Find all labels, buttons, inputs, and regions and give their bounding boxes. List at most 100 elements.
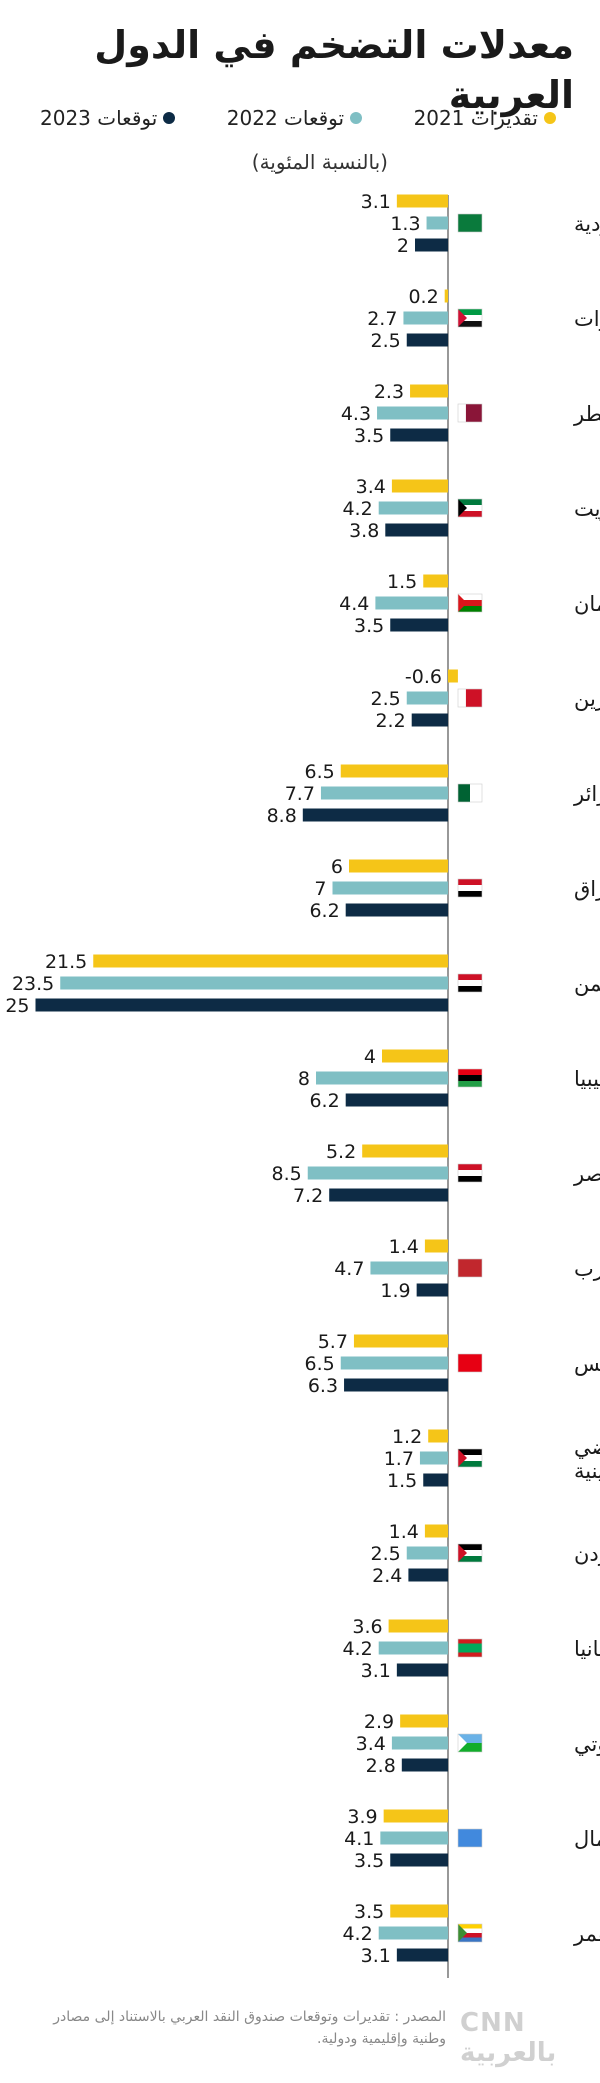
country-label-11: المغرب — [574, 1257, 600, 1281]
country-label-7: العراق — [574, 877, 600, 901]
value-label-18-0: 3.5 — [354, 1901, 384, 1923]
chart-title: معدلات التضخم في الدول العربية — [94, 23, 574, 117]
value-label-15-1: 4.2 — [342, 1638, 372, 1660]
flag-stripe-7-0 — [458, 879, 482, 885]
flag-stripe-9-2 — [458, 1081, 482, 1087]
flag-stripe-8-0 — [458, 974, 482, 980]
flag-stripe-10-1 — [458, 1170, 482, 1176]
value-label-14-2: 2.4 — [372, 1565, 402, 1587]
legend-dot-2022 — [350, 112, 363, 124]
value-label-0-2: 2 — [397, 235, 409, 257]
flag-stripe-18-3 — [458, 1937, 482, 1942]
flag-icon-18 — [457, 1923, 483, 1943]
value-label-13-2: 1.5 — [387, 1470, 417, 1492]
value-label-4-0: 1.5 — [387, 571, 417, 593]
flag-stripe-16-1 — [458, 1743, 482, 1752]
flag-stripe-10-0 — [458, 1164, 482, 1170]
flag-stripe-15-3 — [458, 1652, 482, 1657]
bar-1-0 — [444, 289, 448, 303]
flag-icon-1 — [457, 308, 483, 328]
flag-icon-4 — [457, 593, 483, 613]
flag-icon-16 — [457, 1733, 483, 1753]
country-label-5: البحرين — [574, 687, 600, 711]
bar-1-2 — [406, 333, 448, 347]
legend-label-2023: توقعات 2023 — [40, 106, 158, 130]
value-label-15-2: 3.1 — [361, 1660, 391, 1682]
flag-stripe-15-0 — [458, 1639, 482, 1644]
value-label-6-1: 7.7 — [285, 783, 315, 805]
flag-stripe-3-0 — [458, 499, 482, 505]
flag-icon-17 — [457, 1828, 483, 1848]
flag-border-9 — [457, 1068, 483, 1088]
bar-17-2 — [390, 1853, 448, 1867]
flag-stripe-7-2 — [458, 891, 482, 897]
bar-13-1 — [419, 1451, 448, 1465]
country-label-3: الكويت — [574, 497, 600, 521]
country-label-2: قطر — [573, 402, 600, 426]
bar-17-0 — [383, 1809, 448, 1823]
flag-stripe-15-1 — [458, 1643, 482, 1648]
flag-stripe-3-2 — [458, 511, 482, 517]
flag-stripe-1-2 — [458, 321, 482, 327]
bar-6-0 — [340, 764, 448, 778]
flag-stripe-10-2 — [458, 1176, 482, 1182]
flag-stripe-9-0 — [458, 1069, 482, 1075]
bar-1-1 — [403, 311, 448, 325]
value-label-4-1: 4.4 — [339, 593, 369, 615]
value-label-7-2: 6.2 — [309, 900, 339, 922]
bar-12-2 — [344, 1378, 448, 1392]
bar-4-1 — [375, 596, 448, 610]
flag-icon-6 — [457, 783, 483, 803]
flag-stripe-4-0 — [458, 594, 482, 600]
country-label-8: اليمن — [574, 972, 600, 996]
flag-border-18 — [457, 1923, 483, 1943]
flag-triangle-3 — [458, 499, 467, 517]
value-label-17-2: 3.5 — [354, 1850, 384, 1872]
bar-16-0 — [400, 1714, 448, 1728]
flag-border-6 — [457, 783, 483, 803]
flag-triangle-1 — [458, 309, 467, 327]
bar-18-1 — [378, 1926, 448, 1940]
country-label-15: موريتانيا — [574, 1637, 600, 1661]
bar-0-0 — [396, 194, 448, 208]
legend-item-2023: توقعات 2023 — [40, 106, 176, 130]
bar-12-1 — [340, 1356, 448, 1370]
flag-border-8 — [457, 973, 483, 993]
bar-7-2 — [345, 903, 448, 917]
flag-icon-15 — [457, 1638, 483, 1658]
chart-subtitle: (بالنسبة المئوية) — [251, 150, 388, 174]
flag-icon-14 — [457, 1543, 483, 1563]
value-label-6-0: 6.5 — [305, 761, 335, 783]
bar-11-0 — [424, 1239, 448, 1253]
flag-hoist-5 — [458, 689, 466, 707]
legend-dot-2023 — [163, 112, 176, 124]
flag-icon-5 — [457, 688, 483, 708]
value-label-1-2: 2.5 — [371, 330, 401, 352]
country-label-16: جيبوتي — [574, 1732, 600, 1756]
value-label-4-2: 3.5 — [354, 615, 384, 637]
flag-stripe-18-1 — [458, 1928, 482, 1933]
value-label-12-1: 6.5 — [305, 1353, 335, 1375]
flag-stripe-18-0 — [458, 1924, 482, 1929]
flag-stripe-6-0 — [458, 784, 470, 802]
flag-border-4 — [457, 593, 483, 613]
bar-9-1 — [316, 1071, 448, 1085]
value-label-17-1: 4.1 — [344, 1828, 374, 1850]
country-label-12: تونس — [574, 1352, 600, 1376]
country-label-18: جزر القمر — [573, 1922, 600, 1946]
legend-label-2022: توقعات 2022 — [226, 106, 345, 130]
flag-border-1 — [457, 308, 483, 328]
bar-13-0 — [428, 1429, 448, 1443]
flag-hoist-2 — [458, 404, 466, 422]
value-label-1-0: 0.2 — [408, 286, 438, 308]
country-label-13-1: الفلسطينية — [574, 1459, 600, 1483]
bar-8-1 — [60, 976, 448, 990]
flag-icon-12 — [457, 1353, 483, 1373]
bar-13-2 — [423, 1473, 448, 1487]
flag-stripe-4-2 — [458, 606, 482, 612]
value-label-14-0: 1.4 — [389, 1521, 419, 1543]
bar-8-0 — [93, 954, 448, 968]
legend-dot-2021 — [544, 112, 556, 124]
bar-5-2 — [411, 713, 448, 727]
legend-item-2021: تقديرات 2021 — [414, 106, 556, 130]
